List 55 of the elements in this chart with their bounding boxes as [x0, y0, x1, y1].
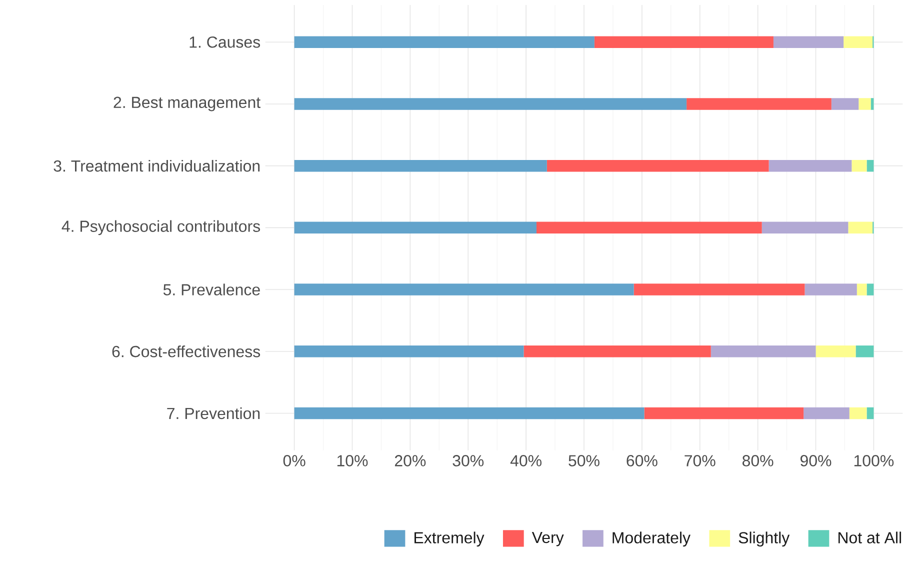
y-tick-label: 2. Best management — [114, 96, 260, 112]
legend-label: Not at All — [838, 532, 902, 544]
x-tick-label: 100% — [854, 455, 894, 466]
bar — [768, 160, 852, 172]
bar — [536, 222, 762, 234]
x-tick-label: 90% — [800, 455, 832, 466]
bar — [804, 284, 857, 296]
bar — [856, 284, 867, 296]
legend-label: Moderately — [612, 532, 690, 547]
legend-label: Slightly — [738, 532, 790, 547]
bar — [546, 160, 769, 172]
bar — [524, 346, 711, 358]
y-tick-label: 3. Treatment individualization — [54, 160, 260, 172]
bar — [634, 284, 805, 296]
bar — [858, 98, 871, 110]
bar — [294, 160, 547, 172]
bar — [294, 284, 634, 296]
bar — [294, 407, 644, 420]
x-tick-label: 70% — [684, 455, 716, 466]
y-tick-label: 6. Cost-effectiveness — [112, 346, 260, 358]
y-tick-label: 5. Prevalence — [163, 284, 260, 296]
bar — [594, 36, 774, 48]
bar — [866, 407, 874, 420]
x-tick-label: 20% — [394, 455, 426, 466]
bar — [644, 407, 804, 420]
bar — [686, 98, 832, 110]
bar — [294, 222, 536, 234]
bar — [773, 36, 844, 48]
x-tick-label: 50% — [568, 455, 600, 466]
y-tick-label: 4. Psychosocial contributors — [62, 220, 260, 236]
bar — [866, 284, 874, 296]
x-tick-label: 40% — [510, 455, 542, 466]
x-tick-label: 0% — [283, 455, 306, 466]
bar — [294, 36, 594, 48]
bar — [804, 407, 850, 420]
bar — [294, 346, 524, 358]
bar — [849, 407, 867, 420]
legend-label: Very — [532, 532, 564, 546]
bar — [831, 98, 859, 110]
x-tick-label: 10% — [337, 455, 368, 466]
y-tick-label: 7. Prevention — [167, 407, 260, 420]
bar — [294, 98, 687, 110]
bar — [848, 222, 873, 234]
bar — [852, 160, 867, 172]
bar — [844, 36, 873, 48]
legend-label: Extremely — [414, 532, 484, 547]
x-tick-label: 30% — [452, 455, 484, 466]
bar — [866, 160, 874, 172]
bar — [816, 346, 856, 358]
x-tick-label: 80% — [742, 455, 774, 466]
y-tick-label: 1. Causes — [190, 36, 260, 48]
x-tick-label: 60% — [626, 455, 658, 466]
bar — [762, 222, 848, 234]
bar — [710, 346, 816, 358]
bar — [856, 346, 874, 358]
